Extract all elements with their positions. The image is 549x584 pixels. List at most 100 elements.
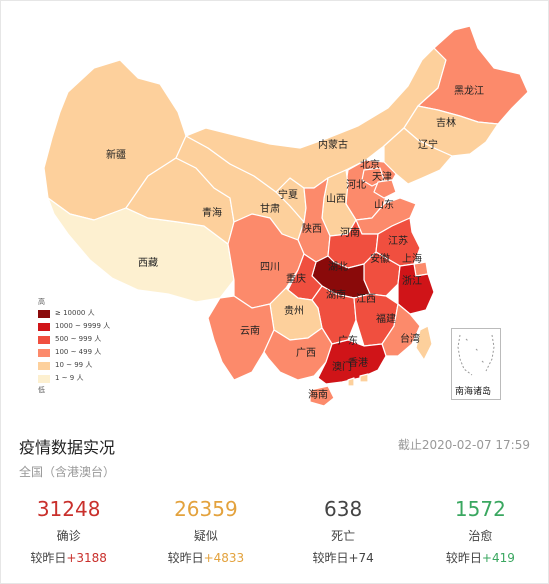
label-zhejiang: 浙江	[402, 275, 422, 287]
delta-prefix: 较昨日	[167, 551, 204, 565]
delta-value: +74	[348, 551, 374, 565]
legend-item-10000[interactable]: ≥ 10000 人	[38, 307, 110, 320]
stat-delta: 较昨日+419	[412, 550, 549, 566]
label-heilongjiang: 黑龙江	[454, 84, 484, 97]
label-ningxia: 宁夏	[278, 188, 298, 201]
delta-value: +3188	[66, 551, 107, 565]
province-taiwan[interactable]	[415, 325, 433, 361]
label-henan: 河南	[340, 226, 360, 239]
legend-label: 1000 ~ 9999 人	[55, 322, 111, 330]
legend-swatch	[38, 309, 50, 318]
label-xizang: 西藏	[138, 257, 158, 269]
label-guangxi: 广西	[296, 347, 316, 359]
map-legend: 高 ≥ 10000 人 1000 ~ 9999 人 500 ~ 999 人 10…	[38, 297, 110, 395]
province-liaoning[interactable]	[383, 127, 453, 185]
label-shandong: 山东	[374, 198, 394, 211]
label-hebei: 河北	[346, 179, 366, 191]
stat-label: 治愈	[468, 529, 493, 543]
label-chongqing: 重庆	[286, 272, 306, 285]
legend-item-100[interactable]: 100 ~ 499 人	[38, 346, 110, 359]
province-guangdong[interactable]	[317, 339, 387, 385]
delta-prefix: 较昨日	[445, 551, 482, 565]
legend-swatch	[38, 322, 50, 331]
province-sichuan[interactable]	[227, 213, 305, 309]
legend-swatch	[38, 335, 50, 344]
label-sichuan: 四川	[260, 262, 280, 273]
label-xinjiang: 新疆	[106, 148, 126, 161]
legend-label: 1 ~ 9 人	[55, 374, 84, 382]
label-hongkong: 香港	[348, 357, 368, 369]
label-jilin: 吉林	[436, 116, 456, 129]
legend-item-1[interactable]: 1 ~ 9 人	[38, 372, 110, 385]
label-gansu: 甘肃	[260, 202, 280, 215]
delta-prefix: 较昨日	[312, 551, 349, 565]
label-taiwan: 台湾	[400, 332, 420, 345]
label-qinghai: 青海	[202, 206, 222, 219]
legend-top-label: 高	[38, 298, 45, 306]
stat-delta: 较昨日+74	[275, 550, 412, 566]
province-tianjin[interactable]	[373, 179, 397, 199]
label-hainan: 海南	[308, 388, 328, 401]
label-beijing: 北京	[360, 158, 380, 171]
legend-label: ≥ 10000 人	[55, 309, 95, 317]
legend-swatch	[38, 348, 50, 357]
province-hainan[interactable]	[309, 385, 335, 407]
label-shanxi: 山西	[326, 193, 346, 205]
province-heilongjiang[interactable]	[417, 25, 529, 125]
stat-confirmed[interactable]: 31248 确诊 较昨日+3188	[0, 496, 137, 576]
province-fujian[interactable]	[381, 303, 421, 357]
stat-value: 638	[324, 497, 363, 521]
legend-item-1000[interactable]: 1000 ~ 9999 人	[38, 320, 110, 333]
china-epidemic-map[interactable]: 新疆 西藏 青海 甘肃 宁夏 内蒙古 黑龙江 吉林 辽宁 北京 天津 河北 山西…	[8, 8, 540, 408]
stat-delta: 较昨日+3188	[0, 550, 137, 566]
stats-row: 31248 确诊 较昨日+3188 26359 疑似 较昨日+4833 638 …	[0, 496, 549, 576]
legend-item-10[interactable]: 10 ~ 99 人	[38, 359, 110, 372]
stat-label: 死亡	[331, 529, 356, 543]
province-hongkong[interactable]	[359, 373, 369, 383]
stat-dead[interactable]: 638 死亡 较昨日+74	[275, 496, 412, 576]
stat-suspected[interactable]: 26359 疑似 较昨日+4833	[137, 496, 274, 576]
legend-item-500[interactable]: 500 ~ 999 人	[38, 333, 110, 346]
province-zhejiang[interactable]	[397, 263, 435, 315]
islands-icon	[457, 334, 495, 376]
label-hubei: 湖北	[328, 261, 348, 273]
province-guangxi[interactable]	[263, 327, 333, 381]
label-anhui: 安徽	[370, 252, 390, 265]
label-jiangxi: 江西	[356, 293, 376, 305]
label-guangdong: 广东	[338, 334, 358, 347]
label-shanghai: 上海	[402, 252, 422, 265]
label-jiangsu: 江苏	[388, 234, 408, 247]
delta-value: +4833	[203, 551, 245, 565]
legend-swatch	[38, 374, 50, 383]
legend-swatch	[38, 361, 50, 370]
label-macao: 澳门	[332, 360, 352, 373]
south-china-sea-inset	[451, 328, 501, 400]
stat-delta: 较昨日+4833	[137, 550, 274, 566]
label-liaoning: 辽宁	[418, 138, 438, 151]
legend-bottom-label: 低	[38, 386, 45, 394]
province-yunnan[interactable]	[207, 295, 275, 381]
stat-label: 确诊	[56, 529, 81, 543]
south-china-sea-label: 南海诸岛	[455, 387, 492, 397]
stat-label: 疑似	[193, 529, 218, 543]
legend-label: 100 ~ 499 人	[55, 348, 102, 356]
label-yunnan: 云南	[240, 324, 260, 337]
legend-label: 10 ~ 99 人	[55, 361, 93, 369]
label-guizhou: 贵州	[284, 304, 304, 317]
province-macao[interactable]	[347, 377, 355, 387]
delta-prefix: 较昨日	[30, 551, 67, 565]
province-labels: 新疆 西藏 青海 甘肃 宁夏 内蒙古 黑龙江 吉林 辽宁 北京 天津 河北 山西…	[106, 84, 484, 401]
stat-value: 31248	[36, 497, 101, 521]
label-neimenggu: 内蒙古	[318, 138, 348, 151]
legend-label: 500 ~ 999 人	[55, 335, 102, 343]
stat-value: 1572	[454, 497, 506, 521]
delta-value: +419	[481, 551, 515, 565]
label-shaanxi: 陕西	[302, 222, 322, 235]
label-fujian: 福建	[376, 312, 396, 325]
update-time: 截止2020-02-07 17:59	[397, 438, 530, 452]
scope-label: 全国（含港澳台）	[19, 465, 116, 479]
section-title: 疫情数据实况	[19, 438, 116, 457]
stat-value: 26359	[174, 497, 238, 521]
label-hunan: 湖南	[326, 288, 346, 301]
stat-cured[interactable]: 1572 治愈 较昨日+419	[412, 496, 549, 576]
